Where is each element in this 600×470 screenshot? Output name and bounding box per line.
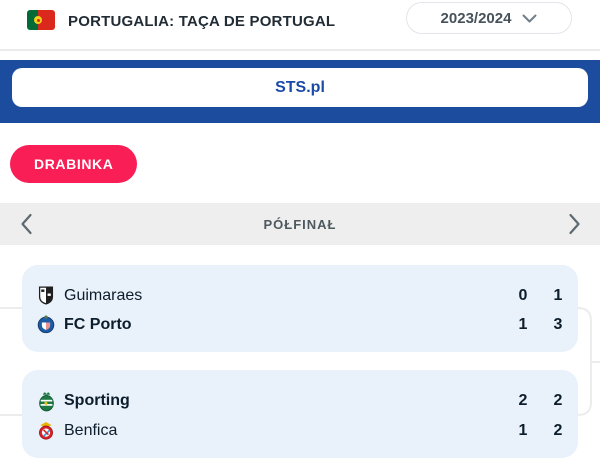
- team-name: FC Porto: [64, 315, 132, 333]
- chevron-right-icon[interactable]: [552, 203, 596, 245]
- page-title: PORTUGALIA: TAÇA DE PORTUGAL: [68, 13, 336, 30]
- team-name: Guimaraes: [64, 286, 143, 304]
- ad-banner[interactable]: STS.pl: [0, 60, 600, 123]
- score-leg2: 1: [553, 286, 563, 304]
- ad-inner-box[interactable]: STS.pl: [12, 68, 588, 107]
- season-selector[interactable]: 2023/2024: [406, 2, 572, 34]
- bracket-tab-button[interactable]: DRABINKA: [10, 145, 138, 183]
- team-name: Sporting: [64, 392, 130, 409]
- score-leg1: 1: [518, 422, 528, 439]
- match-card-semifinal-2[interactable]: Sporting 2 2 Benfica 1 2: [22, 370, 578, 458]
- score-leg1: 2: [518, 392, 528, 409]
- vitoria-guimaraes-crest-icon: [37, 285, 55, 306]
- header-divider: [0, 49, 600, 51]
- chevron-down-icon: [522, 14, 537, 23]
- sporting-cp-crest-icon: [37, 391, 55, 412]
- tournament-header: PORTUGALIA: TAÇA DE PORTUGAL 2023/2024: [0, 0, 600, 51]
- score-leg1: 0: [518, 286, 528, 304]
- portugal-flag-icon: [27, 10, 55, 30]
- season-value: 2023/2024: [440, 9, 512, 27]
- team-row-fc-porto[interactable]: FC Porto 1 3: [22, 310, 578, 339]
- team-name: Benfica: [64, 422, 118, 439]
- score-leg2: 2: [553, 392, 563, 409]
- score-leg1: 1: [518, 315, 528, 333]
- match-card-semifinal-1[interactable]: Guimaraes 0 1 FC Porto 1 3: [22, 265, 578, 352]
- round-navigation-bar: PÓŁFINAŁ: [0, 203, 600, 245]
- benfica-crest-icon: [37, 421, 55, 442]
- chevron-left-icon[interactable]: [4, 203, 48, 245]
- score-leg2: 2: [553, 422, 563, 439]
- team-row-guimaraes[interactable]: Guimaraes 0 1: [22, 281, 578, 310]
- score-leg2: 3: [553, 315, 563, 333]
- round-title: PÓŁFINAŁ: [263, 216, 337, 232]
- fc-porto-crest-icon: [37, 314, 55, 335]
- team-row-sporting[interactable]: Sporting 2 2: [22, 386, 578, 416]
- ad-brand-label: STS.pl: [275, 78, 325, 96]
- team-row-benfica[interactable]: Benfica 1 2: [22, 416, 578, 446]
